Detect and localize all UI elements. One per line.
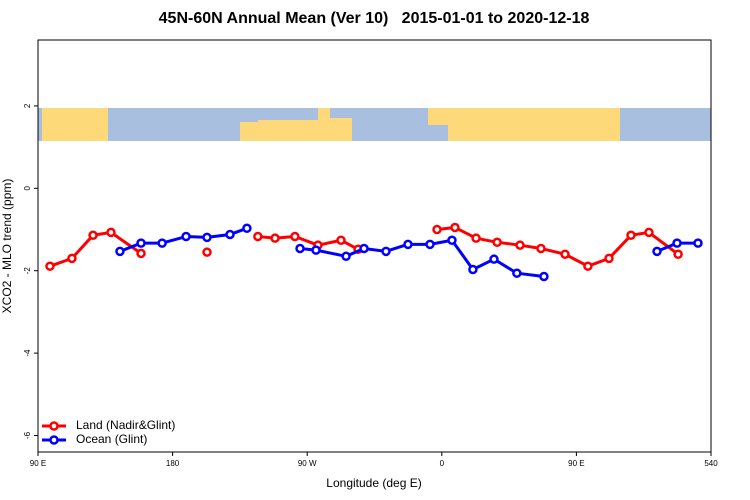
legend-marker [49,435,59,445]
data-point [539,271,549,282]
data-point [471,233,481,243]
legend-marker [49,421,59,431]
data-point [115,246,125,257]
data-point [560,249,570,259]
x-tick-label: 90 E [30,459,46,468]
y-axis-label: XCO2 - MLO trend (ppm) [0,179,14,314]
data-point [359,243,369,254]
data-point [450,222,460,233]
data-point [536,243,546,254]
y-tick-label: -6 [23,431,32,439]
legend-label: Land (Nadir&Glint) [76,418,175,432]
plot-frame [37,39,712,453]
data-point [225,229,235,240]
data-point [425,239,435,250]
map-strip [38,108,711,141]
data-point [136,238,146,248]
chart-title: 45N-60N Annual Mean (Ver 10) 2015-01-01 … [159,10,590,27]
data-point [604,253,614,264]
data-point [88,230,98,241]
x-tick-label: 0 [440,459,445,468]
x-tick-label: 540 [704,459,718,468]
data-point [106,227,116,238]
data-point [652,246,662,257]
data-point [512,268,522,278]
data-point [67,253,77,264]
data-point [673,249,683,259]
data-point [515,240,525,250]
x-tick-label: 90 E [568,459,584,468]
x-axis-label: Longitude (deg E) [326,476,421,490]
data-point [626,230,636,241]
data-point [489,254,499,264]
data-point [242,223,252,234]
data-point [381,246,391,257]
data-point [181,231,191,242]
data-point [290,231,300,242]
data-point [311,245,321,255]
data-point [45,261,55,271]
legend-label: Ocean (Glint) [76,432,147,446]
data-point [693,238,703,248]
data-point [468,264,478,275]
legend: Land (Nadir&Glint)Ocean (Glint) [42,418,175,446]
data-point [295,243,305,254]
data-point [253,231,263,242]
data-point [447,235,457,245]
x-tick-label: 180 [166,459,180,468]
data-point [583,261,593,271]
data-point [644,227,654,238]
data-point [672,238,682,248]
data-point [403,239,413,250]
data-point [270,233,280,243]
data-point [202,247,212,257]
y-tick-label: -2 [23,267,32,275]
y-tick-label: 2 [23,103,32,108]
data-point [341,251,351,262]
y-tick-label: -4 [23,349,32,357]
data-point [432,224,442,235]
data-point [136,248,146,259]
y-tick-label: 0 [23,186,32,191]
data-point [157,238,167,248]
x-tick-label: 90 W [298,459,317,468]
data-point [492,237,502,248]
data-point [336,235,346,245]
data-point [202,232,212,243]
